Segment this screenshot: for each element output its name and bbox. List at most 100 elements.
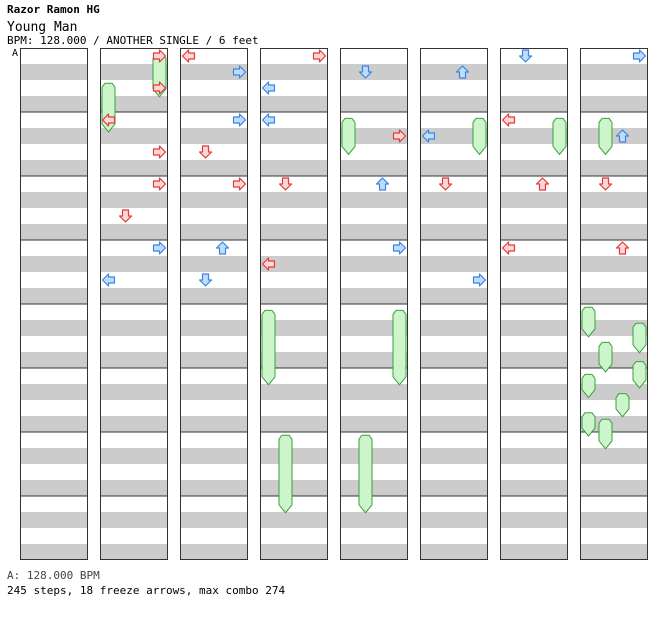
stripe	[180, 512, 248, 528]
freeze-arrow	[598, 341, 613, 373]
arrow-up-icon	[215, 241, 230, 255]
stripe	[420, 256, 488, 272]
freeze-arrow	[261, 309, 276, 386]
arrow-left-icon	[101, 273, 116, 287]
stripe	[340, 480, 408, 496]
stripe	[580, 64, 648, 80]
stripe	[180, 352, 248, 368]
stripe	[260, 256, 328, 272]
stripe	[180, 256, 248, 272]
stripe	[180, 64, 248, 80]
stripe	[100, 512, 168, 528]
stripe	[580, 544, 648, 560]
freeze-arrow	[598, 418, 613, 450]
stripe	[20, 480, 88, 496]
arrow-down-icon	[598, 177, 613, 191]
stripe	[580, 128, 648, 144]
stripe	[260, 352, 328, 368]
chart-summary: 245 steps, 18 freeze arrows, max combo 2…	[7, 584, 286, 597]
stripe	[500, 512, 568, 528]
arrow-down-icon	[198, 145, 213, 159]
stripe	[180, 224, 248, 240]
stripe	[580, 512, 648, 528]
freeze-arrow	[581, 412, 596, 437]
stripe	[500, 64, 568, 80]
arrow-left-icon	[501, 113, 516, 127]
arrow-up-icon	[615, 241, 630, 255]
stripe	[580, 352, 648, 368]
arrow-down-icon	[438, 177, 453, 191]
stripe	[100, 320, 168, 336]
stripe	[340, 288, 408, 304]
arrow-left-icon	[181, 49, 196, 63]
stripe	[100, 64, 168, 80]
stripe	[340, 384, 408, 400]
arrow-left-icon	[261, 257, 276, 271]
stripe	[580, 416, 648, 432]
freeze-arrow	[358, 434, 373, 514]
stripe	[340, 64, 408, 80]
freeze-arrow	[581, 373, 596, 399]
stripe	[20, 256, 88, 272]
stripe	[260, 512, 328, 528]
stripe	[260, 544, 328, 560]
stripe	[260, 64, 328, 80]
stripe	[500, 384, 568, 400]
bpm-marker: A	[12, 48, 19, 59]
freeze-arrow	[552, 117, 567, 156]
stripe	[260, 320, 328, 336]
stripe	[580, 224, 648, 240]
stripe	[420, 352, 488, 368]
stripe	[580, 384, 648, 400]
stripe	[100, 256, 168, 272]
arrow-right-icon	[312, 49, 327, 63]
stripe	[580, 192, 648, 208]
stripe	[20, 288, 88, 304]
stripe	[100, 544, 168, 560]
arrow-right-icon	[232, 177, 247, 191]
stripe	[260, 128, 328, 144]
stripe	[180, 288, 248, 304]
stripe	[260, 480, 328, 496]
arrow-up-icon	[455, 65, 470, 79]
arrow-up-icon	[375, 177, 390, 191]
stripe	[100, 128, 168, 144]
stripe	[580, 320, 648, 336]
freeze-arrow	[472, 117, 487, 156]
stripe	[420, 384, 488, 400]
stripe	[180, 96, 248, 112]
stripe	[180, 384, 248, 400]
stripe	[580, 448, 648, 464]
arrow-right-icon	[632, 49, 647, 63]
stripe	[580, 96, 648, 112]
stripe	[340, 256, 408, 272]
stripe	[420, 160, 488, 176]
stripe	[100, 160, 168, 176]
stripe	[340, 448, 408, 464]
arrow-up-icon	[615, 129, 630, 143]
stripe	[420, 448, 488, 464]
arrow-left-icon	[101, 113, 116, 127]
stripe	[100, 96, 168, 112]
stripe	[260, 192, 328, 208]
stripe	[500, 128, 568, 144]
stripe	[20, 128, 88, 144]
arrow-right-icon	[232, 65, 247, 79]
stripe	[500, 416, 568, 432]
arrow-left-icon	[421, 129, 436, 143]
stripe	[420, 64, 488, 80]
stripe	[20, 224, 88, 240]
arrow-left-icon	[501, 241, 516, 255]
arrow-right-icon	[152, 81, 167, 95]
freeze-arrow	[598, 117, 613, 156]
arrow-right-icon	[232, 113, 247, 127]
stripe	[260, 448, 328, 464]
stripe	[20, 512, 88, 528]
stripe	[20, 384, 88, 400]
stripe	[340, 128, 408, 144]
freeze-arrow	[392, 309, 407, 386]
stripe	[420, 544, 488, 560]
stripe	[420, 96, 488, 112]
freeze-arrow	[581, 306, 596, 338]
stripe	[20, 64, 88, 80]
